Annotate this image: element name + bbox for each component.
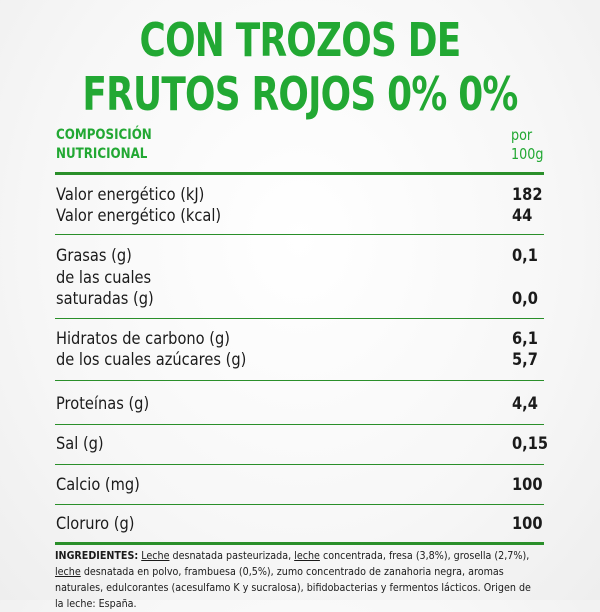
- row-label-saturated: saturadas (g): [56, 289, 154, 309]
- title-line-1: CON TROZOS DE: [139, 13, 462, 67]
- row-value-protein: 4,4: [512, 394, 538, 414]
- row-label-protein: Proteínas (g): [56, 394, 150, 414]
- table-header-right: por 100g: [511, 126, 543, 164]
- ingredient-milk: leche: [294, 549, 320, 562]
- row-value-carbs: 6,1: [512, 329, 538, 349]
- table-header-left: COMPOSICIÓN NUTRICIONAL: [56, 126, 152, 164]
- row-divider: [55, 318, 544, 319]
- row-value-sugars: 5,7: [512, 350, 538, 370]
- row-label-energy-kj: Valor energético (kJ): [56, 185, 205, 205]
- row-divider: [55, 504, 544, 505]
- header-right-line-2: 100g: [511, 145, 544, 163]
- row-divider: [55, 464, 544, 465]
- row-divider: [55, 380, 544, 381]
- ingredient-segment: concentrada, fresa (3,8%), grosella (2,7…: [319, 549, 530, 562]
- header-left-line-1: COMPOSICIÓN: [56, 127, 152, 143]
- row-label-sugars: de los cuales azúcares (g): [56, 350, 247, 370]
- table-bottom-divider: [55, 542, 544, 545]
- ingredient-milk: Leche: [141, 549, 170, 562]
- row-label-fat: Grasas (g): [56, 246, 132, 266]
- row-value-energy-kj: 182: [512, 185, 543, 205]
- row-value-energy-kcal: 44: [512, 206, 533, 226]
- ingredient-segment: desnatada en polvo, frambuesa (0,5%), zu…: [55, 565, 531, 610]
- title-line-2: FRUTOS ROJOS 0% 0%: [82, 67, 518, 121]
- header-right-line-1: por: [511, 126, 533, 144]
- row-label-calcium: Calcio (mg): [56, 475, 140, 495]
- row-value-saturated: 0,0: [512, 289, 538, 309]
- ingredient-segment: desnatada pasteurizada,: [169, 549, 295, 562]
- row-value-calcium: 100: [512, 475, 543, 495]
- header-left-line-2: NUTRICIONAL: [56, 146, 148, 162]
- row-label-salt: Sal (g): [56, 434, 104, 454]
- row-divider: [55, 424, 544, 425]
- ingredient-milk: leche: [55, 565, 81, 578]
- header-divider: [55, 172, 544, 175]
- row-label-energy-kcal: Valor energético (kcal): [56, 206, 222, 226]
- row-divider: [55, 234, 544, 235]
- ingredients-text: INGREDIENTES: Leche desnatada pasteuriza…: [55, 548, 542, 612]
- row-label-chloride: Cloruro (g): [56, 514, 135, 534]
- ingredients-heading: INGREDIENTES:: [55, 549, 139, 562]
- row-value-salt: 0,15: [512, 434, 549, 454]
- row-value-chloride: 100: [512, 514, 543, 534]
- row-label-carbs: Hidratos de carbono (g): [56, 329, 230, 349]
- row-value-fat: 0,1: [512, 246, 538, 266]
- row-label-fat-sub: de las cuales: [56, 268, 152, 288]
